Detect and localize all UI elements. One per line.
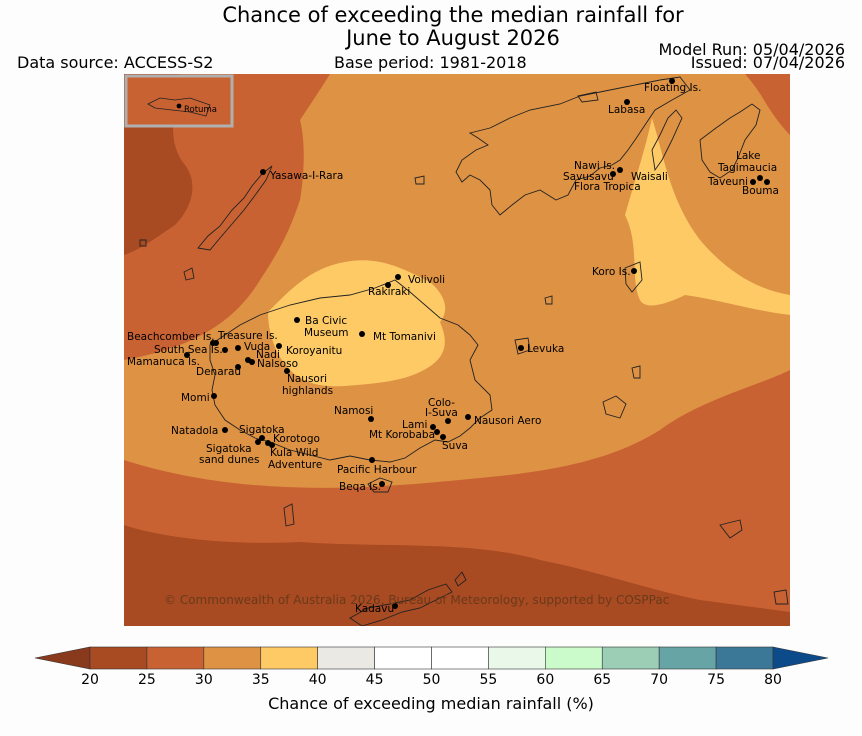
colorbar-bin-30-35 <box>203 646 262 670</box>
place-flora-tropica: Flora Tropica <box>574 181 641 193</box>
place-korotogo: Korotogo <box>273 433 320 445</box>
tick-label: 25 <box>137 672 156 688</box>
tick-label: 65 <box>593 672 612 688</box>
issued-date: Issued: 07/04/2026 <box>690 53 845 72</box>
probability-shading <box>124 74 790 626</box>
place-labasa: Labasa <box>608 104 645 116</box>
title-line-1: Chance of exceeding the median rainfall … <box>222 3 684 27</box>
place-savusavu: Savusavu <box>563 171 614 183</box>
place-nalsoso: Nalsoso <box>257 358 298 370</box>
place-koro-is: Koro Is. <box>592 266 631 278</box>
colorbar-bin-60-65 <box>545 646 603 670</box>
rotuma-inset: Rotuma <box>124 74 234 128</box>
place-waisali: Waisali <box>631 171 668 183</box>
place-namosi: Namosi <box>334 405 373 417</box>
tick-label: 50 <box>422 672 441 688</box>
place-natadola: Natadola <box>171 425 218 437</box>
colorbar-bin-55-60 <box>488 646 546 670</box>
place-momi: Momi <box>181 392 210 404</box>
place-bouma: Bouma <box>742 185 779 197</box>
tick-label: 40 <box>308 672 327 688</box>
place-treasure: Treasure Is. <box>217 330 278 342</box>
colorbar-bin-35-40 <box>260 646 318 670</box>
place-mt-korobaba: Mt Korobaba <box>369 429 435 441</box>
colorbar-label: Chance of exceeding median rainfall (%) <box>268 694 594 713</box>
tick-label: 70 <box>650 672 669 688</box>
place-pacific-harbour: Pacific Harbour <box>337 464 417 476</box>
place-nawi-is: Nawi Is. <box>574 160 615 172</box>
colorbar-bin-50-55 <box>431 646 489 670</box>
place-kula: Kula Wild <box>270 447 318 459</box>
colorbar-low-arrow <box>34 646 91 670</box>
place-south-sea: South Sea Is. <box>154 344 223 356</box>
tick-label: 55 <box>479 672 498 688</box>
place-sigatoka-dunes: Sigatoka <box>206 443 252 455</box>
colorbar-bin-65-70 <box>601 646 660 670</box>
colorbar-bin-25-30 <box>146 646 205 670</box>
tick-label: 45 <box>365 672 384 688</box>
tick-label: 75 <box>707 672 725 688</box>
tick-label: 35 <box>251 672 270 688</box>
tick-label: 30 <box>194 672 213 688</box>
place-suva: Suva <box>442 440 468 452</box>
place-ba-civic-2: Museum <box>304 327 349 339</box>
zone-35-40-viti-levu <box>268 260 446 387</box>
zone-20-25-south <box>124 525 790 626</box>
place-floating-is: Floating Is. <box>644 82 701 94</box>
place-labels: Floating Is. Labasa Nawi Is. Savusavu Wa… <box>127 82 779 615</box>
place-koroyanitu: Koroyanitu <box>286 345 342 357</box>
title-line-2: June to August 2026 <box>346 26 560 50</box>
place-lake-tagimaucia-2: Tagimaucia <box>717 162 777 174</box>
colorbar-high-arrow <box>772 646 829 670</box>
colorbar <box>34 646 829 670</box>
tick-label: 60 <box>536 672 555 688</box>
tick-label: 80 <box>764 672 782 688</box>
place-beachcomber: Beachcomber Is. <box>127 331 215 343</box>
place-kula-2: Adventure <box>268 459 322 471</box>
place-mt-tomanivi: Mt Tomanivi <box>373 331 436 343</box>
place-denarau: Denarau <box>196 366 241 378</box>
place-levuka: Levuka <box>527 343 564 355</box>
place-beqa: Beqa Is. <box>339 481 381 493</box>
tick-label: 20 <box>81 672 99 688</box>
colorbar-bin-45-50 <box>374 646 432 670</box>
place-nausori-aero: Nausori Aero <box>474 415 541 427</box>
place-nausori-highlands-2: highlands <box>282 385 333 397</box>
place-volivoli: Volivoli <box>408 274 445 286</box>
place-colo-i-suva-2: I-Suva <box>425 407 458 419</box>
place-ba-civic: Ba Civic <box>305 315 347 327</box>
coastlines <box>139 76 789 626</box>
model-run: Model Run: 05/04/2026 <box>658 40 846 59</box>
colorbar-bin-40-45 <box>317 646 375 670</box>
base-period: Base period: 1981-2018 <box>334 53 527 72</box>
place-colo-i-suva: Colo- <box>428 397 455 409</box>
colorbar-bin-20-25 <box>89 646 148 670</box>
rotuma-label: Rotuma <box>184 105 217 115</box>
place-lami: Lami <box>402 419 427 431</box>
data-source: Data source: ACCESS-S2 <box>17 53 214 72</box>
place-mamanuca: Mamanuca Is. <box>127 356 200 368</box>
place-markers <box>184 78 770 609</box>
place-nausori-highlands: Nausori <box>287 373 327 385</box>
place-vuda: Vuda <box>244 341 270 353</box>
place-nadi: Nadi <box>256 349 280 361</box>
place-yasawa: Yasawa-I-Rara <box>269 170 343 182</box>
place-taveuni: Taveuni <box>707 176 748 188</box>
place-rakiraki: Rakiraki <box>368 286 410 298</box>
place-lake-tagimaucia: Lake <box>736 150 760 162</box>
zone-30-35 <box>124 74 790 488</box>
zone-35-40-east <box>625 118 790 315</box>
place-sigatoka: Sigatoka <box>239 424 285 436</box>
place-sigatoka-dunes-2: sand dunes <box>199 454 259 466</box>
copyright-notice: © Commonwealth of Australia 2026, Bureau… <box>164 593 669 607</box>
place-kadavu: Kadavu <box>355 603 394 615</box>
colorbar-bin-70-75 <box>658 646 717 670</box>
colorbar-bin-75-80 <box>715 646 774 670</box>
